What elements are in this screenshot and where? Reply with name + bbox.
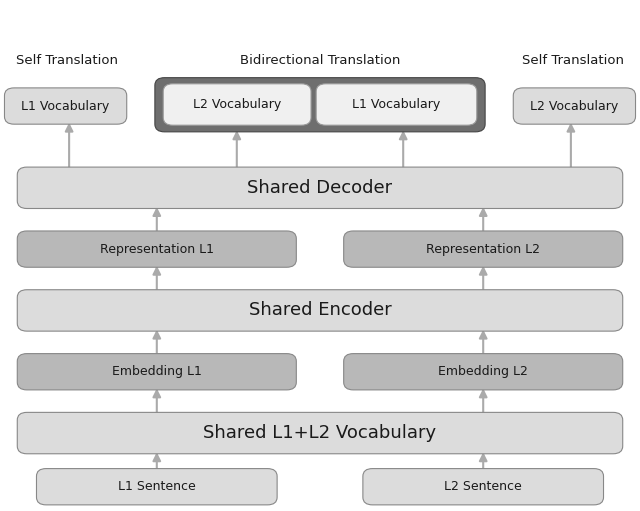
FancyBboxPatch shape (363, 469, 604, 505)
FancyBboxPatch shape (17, 167, 623, 208)
Text: L1 Sentence: L1 Sentence (118, 480, 196, 493)
Text: Self Translation: Self Translation (16, 55, 118, 67)
Text: Self Translation: Self Translation (522, 55, 624, 67)
FancyBboxPatch shape (36, 469, 277, 505)
Text: Representation L2: Representation L2 (426, 243, 540, 256)
FancyBboxPatch shape (17, 354, 296, 390)
FancyBboxPatch shape (513, 88, 636, 124)
FancyBboxPatch shape (4, 88, 127, 124)
Text: L2 Vocabulary: L2 Vocabulary (193, 98, 281, 111)
FancyBboxPatch shape (344, 231, 623, 267)
Text: Representation L1: Representation L1 (100, 243, 214, 256)
FancyBboxPatch shape (155, 78, 485, 132)
Text: Embedding L2: Embedding L2 (438, 365, 528, 378)
FancyBboxPatch shape (17, 412, 623, 454)
Text: L2 Vocabulary: L2 Vocabulary (531, 100, 618, 112)
Text: Shared L1+L2 Vocabulary: Shared L1+L2 Vocabulary (204, 424, 436, 442)
FancyBboxPatch shape (344, 354, 623, 390)
Text: Embedding L1: Embedding L1 (112, 365, 202, 378)
Text: Shared Encoder: Shared Encoder (248, 301, 392, 319)
Text: L1 Vocabulary: L1 Vocabulary (353, 98, 440, 111)
Text: L2 Sentence: L2 Sentence (444, 480, 522, 493)
FancyBboxPatch shape (17, 290, 623, 331)
Text: L1 Vocabulary: L1 Vocabulary (22, 100, 109, 112)
FancyBboxPatch shape (17, 231, 296, 267)
Text: Bidirectional Translation: Bidirectional Translation (240, 55, 400, 67)
FancyBboxPatch shape (316, 84, 477, 125)
Text: Shared Decoder: Shared Decoder (248, 179, 392, 197)
FancyBboxPatch shape (163, 84, 311, 125)
